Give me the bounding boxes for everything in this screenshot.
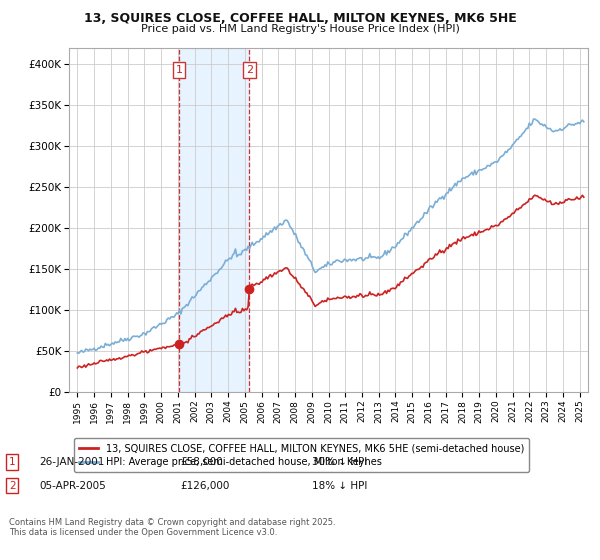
Text: Price paid vs. HM Land Registry's House Price Index (HPI): Price paid vs. HM Land Registry's House … [140,24,460,34]
Text: Contains HM Land Registry data © Crown copyright and database right 2025.
This d: Contains HM Land Registry data © Crown c… [9,518,335,538]
Text: £126,000: £126,000 [180,480,229,491]
Text: 1: 1 [175,65,182,75]
Text: 18% ↓ HPI: 18% ↓ HPI [312,480,367,491]
Text: 2: 2 [246,65,253,75]
Bar [179,48,250,392]
Text: 13, SQUIRES CLOSE, COFFEE HALL, MILTON KEYNES, MK6 5HE: 13, SQUIRES CLOSE, COFFEE HALL, MILTON K… [83,12,517,25]
Text: 1: 1 [9,457,16,467]
Text: 2: 2 [9,480,16,491]
Text: 30% ↓ HPI: 30% ↓ HPI [312,457,367,467]
Text: 26-JAN-2001: 26-JAN-2001 [39,457,104,467]
Text: 05-APR-2005: 05-APR-2005 [39,480,106,491]
Legend: 13, SQUIRES CLOSE, COFFEE HALL, MILTON KEYNES, MK6 5HE (semi-detached house), HP: 13, SQUIRES CLOSE, COFFEE HALL, MILTON K… [74,438,529,472]
Text: £58,000: £58,000 [180,457,223,467]
